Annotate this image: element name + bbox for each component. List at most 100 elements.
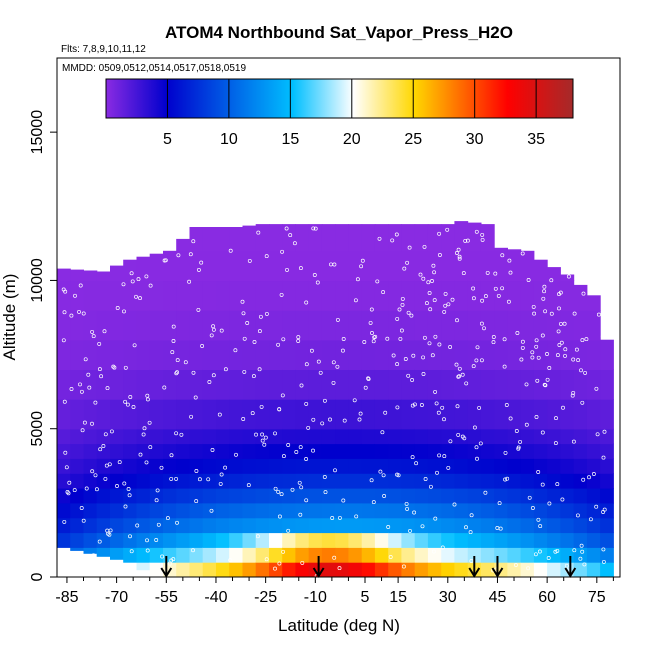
heatmap-cell: [427, 310, 442, 341]
heatmap-cell: [308, 473, 323, 489]
heatmap-cell: [110, 532, 124, 548]
heatmap-cell: [176, 428, 190, 445]
measurement-point: [131, 405, 136, 409]
measurement-point: [108, 528, 113, 533]
heatmap-cell: [123, 310, 137, 341]
heatmap-cell: [176, 238, 190, 252]
heatmap-cell: [348, 488, 363, 504]
heatmap-cell: [189, 339, 204, 370]
heatmap-cell: [388, 488, 402, 504]
heatmap-cell: [374, 280, 389, 311]
heatmap-cell: [110, 280, 124, 311]
heatmap-cell: [282, 517, 296, 534]
heatmap-cell: [163, 473, 177, 489]
measurement-point: [329, 262, 333, 267]
measurement-point: [67, 480, 72, 485]
x-axis-label: Latitude (deg N): [278, 616, 400, 635]
heatmap-cell: [163, 339, 177, 370]
heatmap-cell: [401, 488, 416, 504]
heatmap-cell: [163, 310, 177, 341]
measurement-point: [580, 338, 585, 343]
measurement-point: [437, 231, 442, 236]
heatmap-cell: [467, 443, 482, 459]
measurement-point: [254, 432, 258, 437]
measurement-point: [255, 534, 260, 539]
measurement-point: [508, 416, 513, 421]
heatmap-cell: [467, 547, 482, 563]
heatmap-cell: [96, 428, 111, 445]
heatmap-cell: [255, 443, 270, 459]
heatmap-cell: [110, 339, 124, 370]
measurement-point: [138, 452, 143, 457]
heatmap-cell: [348, 532, 363, 548]
heatmap-cell: [414, 532, 429, 548]
measurement-point: [145, 548, 150, 553]
measurement-point: [176, 253, 181, 258]
measurement-point: [450, 297, 455, 302]
heatmap-cell: [547, 473, 561, 489]
heatmap-cell: [414, 502, 429, 519]
measurement-point: [138, 296, 142, 301]
heatmap-cell: [401, 250, 416, 282]
heatmap-cell: [600, 369, 614, 400]
measurement-point: [273, 566, 277, 571]
measurement-point: [402, 266, 407, 271]
heatmap-cell: [216, 250, 230, 282]
measurement-point: [532, 311, 537, 316]
heatmap-cell: [308, 517, 323, 534]
measurement-point: [432, 270, 437, 275]
measurement-point: [420, 524, 425, 529]
measurement-point: [223, 367, 228, 372]
measurement-point: [475, 456, 479, 461]
heatmap-cell: [96, 310, 111, 341]
measurement-point: [406, 373, 411, 378]
heatmap-cell: [255, 473, 270, 489]
measurement-point: [280, 249, 285, 254]
heatmap-cell: [176, 532, 190, 548]
heatmap-cell: [480, 399, 495, 430]
measurement-point: [422, 244, 427, 249]
measurement-point: [260, 432, 265, 437]
measurement-point: [304, 362, 309, 367]
heatmap-cell: [282, 369, 296, 400]
heatmap-cell: [136, 473, 151, 489]
measurement-point: [332, 555, 337, 560]
heatmap-cell: [123, 473, 137, 489]
measurement-point: [534, 338, 539, 343]
heatmap-cell: [229, 458, 243, 474]
heatmap-cell: [189, 547, 204, 563]
measurement-point: [381, 290, 386, 295]
x-tick-label: -40: [204, 589, 227, 606]
measurement-point: [580, 400, 585, 405]
heatmap-cell: [335, 310, 349, 341]
heatmap-cell: [242, 532, 257, 548]
measurement-point: [437, 342, 442, 347]
heatmap-cell: [467, 532, 482, 548]
heatmap-cell: [348, 517, 363, 534]
heatmap-cell: [560, 502, 575, 519]
heatmap-cell: [547, 443, 561, 459]
measurement-point: [443, 291, 448, 296]
measurement-point: [418, 272, 423, 277]
flights-annotation: Flts: 7,8,9,10,11,12: [61, 44, 146, 55]
measurement-point: [252, 340, 257, 344]
measurement-point: [240, 299, 245, 304]
heatmap-cell: [441, 224, 455, 252]
heatmap-cell: [83, 443, 98, 459]
heatmap-cell: [136, 310, 151, 341]
heatmap-cell: [454, 399, 469, 430]
measurement-point: [483, 490, 488, 495]
measurement-point: [169, 476, 174, 481]
measurement-point: [397, 307, 402, 312]
measurement-point: [396, 473, 401, 478]
measurement-point: [247, 258, 252, 263]
heatmap-cell: [242, 339, 257, 370]
measurement-point: [542, 382, 547, 387]
measurement-point: [228, 248, 233, 253]
measurement-point: [99, 374, 104, 379]
measurement-point: [167, 561, 172, 566]
heatmap-cell: [547, 310, 561, 341]
measurement-point: [144, 460, 149, 465]
heatmap-cell: [163, 488, 177, 504]
heatmap-cell: [401, 224, 416, 252]
